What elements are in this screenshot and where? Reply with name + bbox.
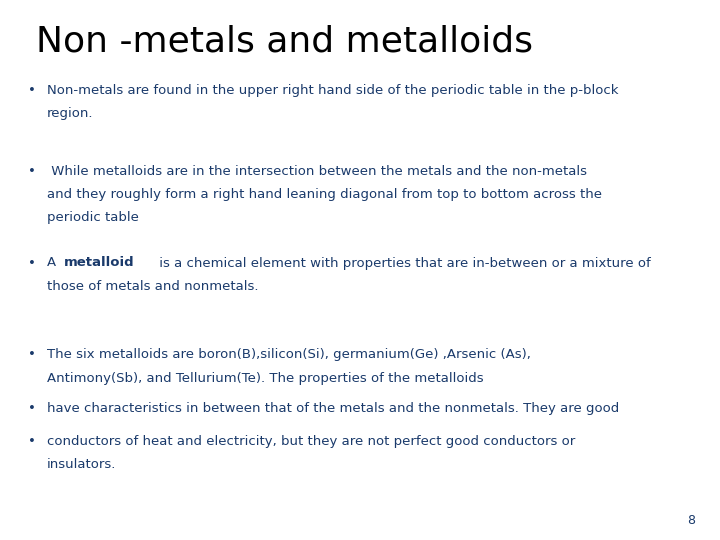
Text: While metalloids are in the intersection between the metals and the non-metals: While metalloids are in the intersection… [47,165,587,178]
Text: A: A [47,256,60,269]
Text: •: • [29,402,36,415]
Text: those of metals and nonmetals.: those of metals and nonmetals. [47,280,258,293]
Text: •: • [29,256,36,269]
Text: conductors of heat and electricity, but they are not perfect good conductors or: conductors of heat and electricity, but … [47,435,575,448]
Text: •: • [29,165,36,178]
Text: The six metalloids are boron(B),silicon(Si), germanium(Ge) ,Arsenic (As),: The six metalloids are boron(B),silicon(… [47,348,531,361]
Text: 8: 8 [687,514,695,526]
Text: have characteristics in between that of the metals and the nonmetals. They are g: have characteristics in between that of … [47,402,619,415]
Text: •: • [29,84,36,97]
Text: periodic table: periodic table [47,211,139,224]
Text: •: • [29,348,36,361]
Text: Non -metals and metalloids: Non -metals and metalloids [36,24,533,58]
Text: insulators.: insulators. [47,458,116,471]
Text: metalloid: metalloid [64,256,135,269]
Text: Non-metals are found in the upper right hand side of the periodic table in the p: Non-metals are found in the upper right … [47,84,618,97]
Text: region.: region. [47,107,94,120]
Text: and they roughly form a right hand leaning diagonal from top to bottom across th: and they roughly form a right hand leani… [47,188,602,201]
Text: Antimony(Sb), and Tellurium(Te). The properties of the metalloids: Antimony(Sb), and Tellurium(Te). The pro… [47,372,483,384]
Text: is a chemical element with properties that are in-between or a mixture of: is a chemical element with properties th… [156,256,651,269]
Text: •: • [29,435,36,448]
